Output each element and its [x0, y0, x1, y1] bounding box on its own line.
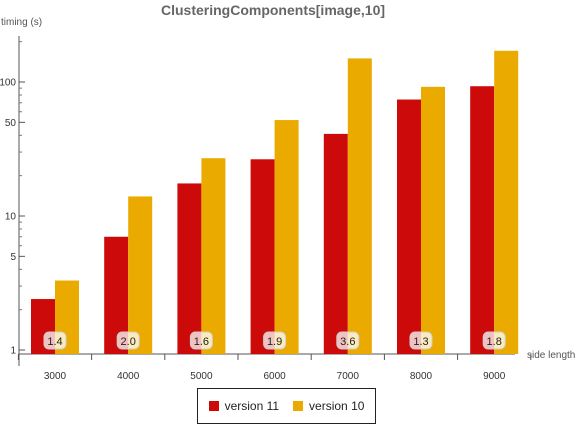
bar-version-10-4000 [128, 196, 153, 354]
legend-item-version-11: version 11 [208, 399, 280, 413]
ratio-label: 1.4 [47, 336, 62, 348]
ratio-label-box [116, 331, 140, 350]
legend-label-version-10: version 10 [309, 399, 365, 413]
y-axis-label: timing (s) [1, 17, 42, 28]
legend-swatch-version-11 [208, 401, 219, 411]
bar-version-10-5000 [201, 158, 226, 354]
ratio-label: 2.0 [121, 336, 136, 348]
bar-version-11-7000 [323, 133, 348, 354]
ratio-label-box [409, 331, 433, 350]
legend-swatch-version-10 [293, 401, 304, 411]
x-axis-label: side length [527, 350, 575, 361]
ratio-label: 1.9 [267, 336, 282, 348]
bar-version-10-9000 [494, 50, 519, 354]
ratio-label-box [482, 331, 506, 350]
x-tick-label: 9000 [483, 371, 506, 382]
y-tick-label: 10 [5, 212, 17, 223]
ratio-label: 1.6 [194, 336, 209, 348]
legend-label-version-11: version 11 [224, 399, 280, 413]
x-tick-label: 5000 [190, 371, 213, 382]
ratio-label-box [263, 331, 287, 350]
bar-version-10-6000 [274, 120, 299, 355]
x-tick-label: 8000 [410, 371, 433, 382]
y-tick-label: 5 [10, 252, 16, 263]
legend: version 11 version 10 [197, 388, 376, 424]
x-tick-label: 3000 [44, 371, 67, 382]
ratio-label-box [336, 331, 360, 350]
ratio-label: 1.8 [487, 336, 502, 348]
bar-version-10-8000 [421, 86, 445, 355]
x-tick-label: 4000 [117, 371, 140, 382]
ratio-label-box [43, 331, 67, 350]
y-tick-label: 100 [0, 78, 16, 89]
legend-item-version-10: version 10 [293, 399, 364, 413]
ratio-label-box [189, 331, 213, 350]
ratio-label: 3.6 [340, 336, 355, 348]
chart-title: ClusteringComponents[image,10] [161, 2, 385, 18]
bar-version-11-5000 [177, 183, 202, 354]
bar-version-11-6000 [250, 159, 275, 354]
bar-version-10-7000 [347, 58, 372, 354]
bar-version-11-8000 [397, 99, 421, 354]
y-tick-label: 1 [10, 346, 16, 357]
bar-version-11-9000 [470, 86, 495, 355]
x-tick-label: 7000 [337, 371, 360, 382]
y-tick-label: 50 [5, 118, 17, 129]
x-tick-label: 6000 [263, 371, 286, 382]
ratio-label: 1.3 [413, 336, 428, 348]
